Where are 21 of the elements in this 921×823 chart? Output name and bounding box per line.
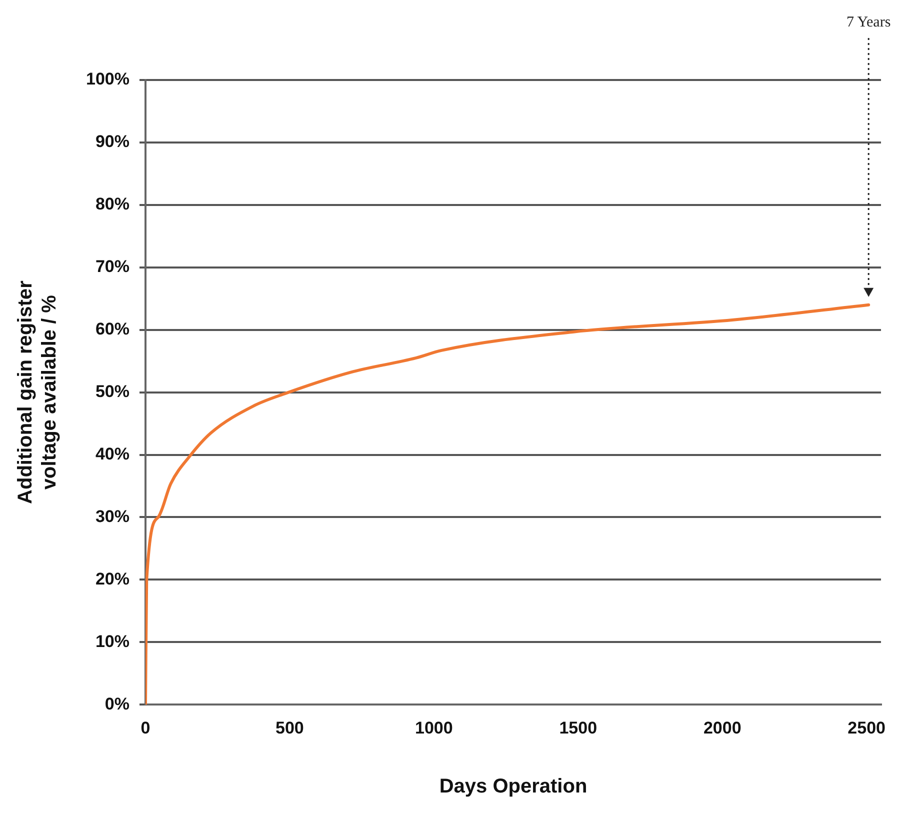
y-tick-label: 60% [95, 320, 130, 339]
y-tick-label: 10% [95, 632, 130, 651]
x-tick-label: 500 [276, 718, 304, 738]
y-tick-label: 70% [95, 257, 130, 276]
x-tick-label: 1000 [415, 718, 453, 738]
x-axis-title: Days Operation [439, 776, 588, 798]
y-tick-label: 0% [104, 694, 130, 714]
y-tick-label: 90% [95, 132, 130, 152]
y-tick-label: 40% [95, 444, 130, 464]
y-tick-label: 80% [95, 194, 130, 214]
x-tick-label: 2000 [703, 718, 742, 738]
line-series [145, 303, 870, 705]
text: 7 Years [846, 14, 891, 30]
y-axis-title: Additional gain register voltage available / % [14, 280, 61, 504]
y-tick-label: 100% [86, 70, 130, 89]
x-tick-label: 0 [140, 718, 150, 738]
y-tick-label: 50% [95, 382, 130, 401]
x-tick-label: 2500 [848, 718, 886, 738]
y-tick-label: 20% [95, 569, 130, 588]
x-tick-label: 1500 [559, 718, 598, 738]
y-tick-label: 30% [95, 506, 130, 526]
